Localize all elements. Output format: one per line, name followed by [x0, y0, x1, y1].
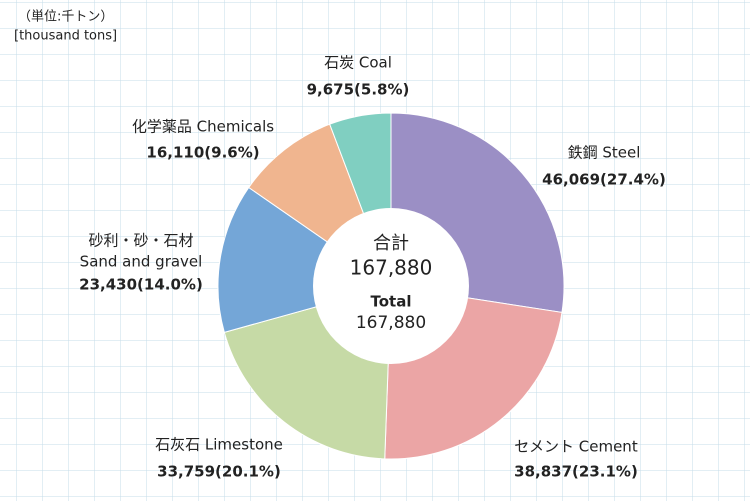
value-label: 23,430(14.0%): [79, 276, 203, 294]
total-title: 合計: [373, 233, 409, 254]
donut: [217, 112, 565, 460]
slice-label: 石炭 Coal: [324, 54, 392, 72]
value-label: 9,675(5.8%): [307, 81, 410, 99]
value-label: 38,837(23.1%): [514, 463, 638, 481]
slice-label: 鉄鋼 Steel: [568, 144, 641, 162]
donut-hole: [313, 208, 469, 364]
unit-label: [thousand tons]: [14, 29, 117, 44]
unit-label: （単位:千トン）: [18, 9, 113, 25]
slice-label: セメント Cement: [514, 438, 638, 456]
value-label: 16,110(9.6%): [146, 144, 259, 162]
total-title: Total: [371, 293, 412, 311]
total-value: 167,880: [350, 256, 433, 280]
value-label: 46,069(27.4%): [542, 171, 666, 189]
slice-label: Sand and gravel: [80, 253, 203, 271]
value-label: 33,759(20.1%): [157, 463, 281, 481]
slice-label: 化学薬品 Chemicals: [132, 118, 274, 136]
total-value: 167,880: [356, 313, 426, 333]
slice-label: 石灰石 Limestone: [155, 436, 283, 454]
slice-label: 砂利・砂・石材: [88, 232, 193, 250]
